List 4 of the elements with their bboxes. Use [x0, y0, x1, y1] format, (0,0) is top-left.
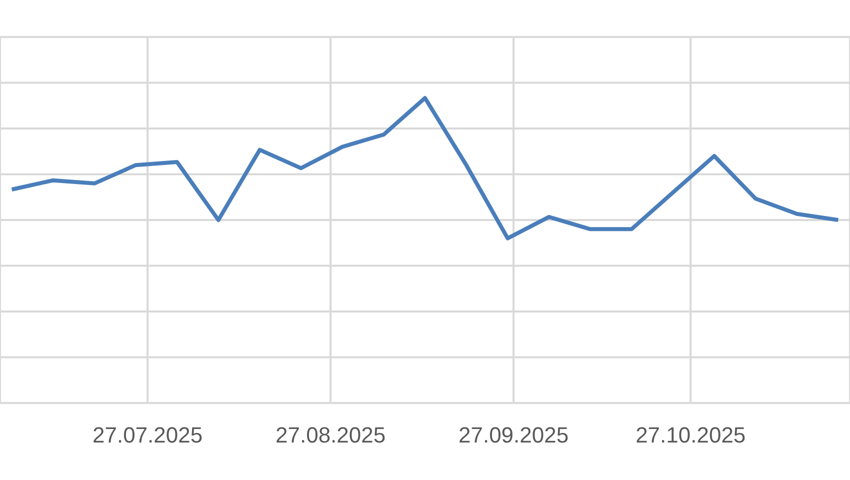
x-tick-label: 27.10.2025	[636, 422, 746, 448]
x-tick-label: 27.09.2025	[458, 422, 569, 448]
x-tick-label: 27.08.2025	[276, 422, 386, 448]
x-tick-label: 27.07.2025	[92, 422, 203, 448]
